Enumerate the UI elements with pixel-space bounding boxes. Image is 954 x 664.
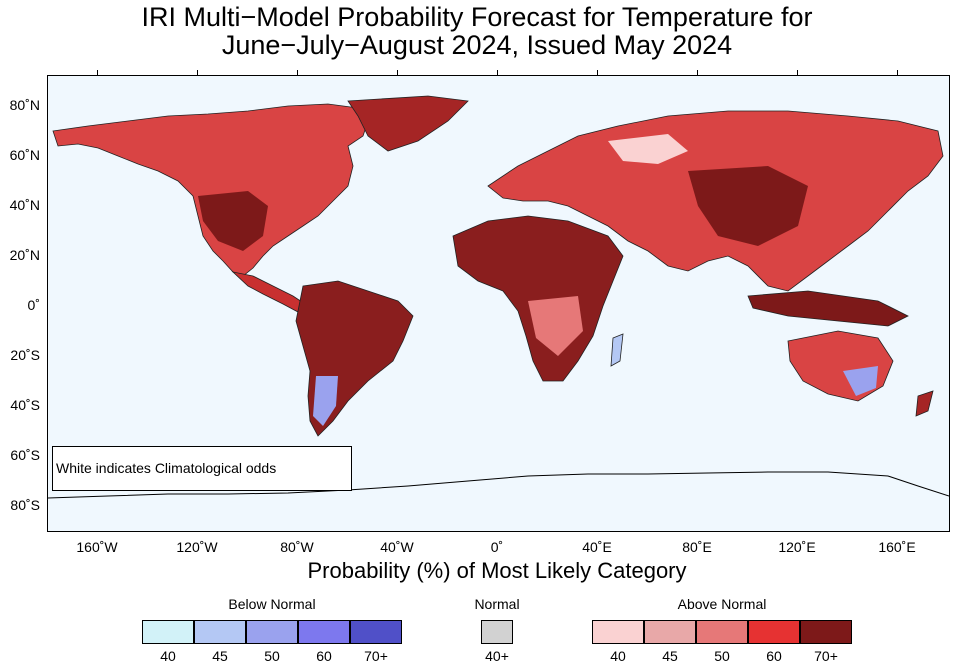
swatch-label-normal-40: 40+: [485, 648, 509, 664]
south-america-blue-south: [313, 376, 338, 426]
lon-label-40w: 40˚W: [380, 539, 414, 555]
lon-label-80e: 80˚E: [682, 539, 712, 555]
swatch-label-below-50: 50: [264, 648, 280, 664]
top-tick: [897, 70, 898, 75]
swatch-above-50: [696, 620, 748, 644]
swatch-normal-40: [481, 620, 513, 644]
lat-label-40n: 40˚N: [9, 197, 40, 213]
top-tick: [197, 70, 198, 75]
top-tick: [597, 70, 598, 75]
lon-label-40e: 40˚E: [582, 539, 612, 555]
forecast-map: [47, 75, 950, 532]
legend-normal-label: Normal: [474, 596, 520, 612]
lon-label-120w: 120˚W: [176, 539, 218, 555]
swatch-label-below-70: 70+: [364, 648, 388, 664]
lat-label-60n: 60˚N: [9, 147, 40, 163]
lon-label-160e: 160˚E: [878, 539, 916, 555]
swatch-label-below-40: 40: [160, 648, 176, 664]
north-america-dark-core: [198, 191, 268, 251]
new-zealand-landmass: [915, 390, 934, 417]
lon-label-0: 0˚: [490, 539, 504, 555]
swatch-label-below-60: 60: [316, 648, 332, 664]
top-tick: [97, 70, 98, 75]
swatch-below-40: [142, 620, 194, 644]
lat-label-0: 0˚: [27, 297, 40, 313]
climatology-note-box: White indicates Climatological odds: [52, 446, 352, 491]
swatch-below-45: [194, 620, 246, 644]
antarctica-coastline: [48, 471, 949, 499]
legend-below-normal-label: Below Normal: [228, 596, 316, 612]
swatch-above-70: [800, 620, 852, 644]
swatch-above-45: [644, 620, 696, 644]
swatch-label-below-45: 45: [212, 648, 228, 664]
australia-blue-southeast: [843, 366, 878, 396]
top-tick: [397, 70, 398, 75]
swatch-label-above-40: 40: [610, 648, 626, 664]
swatch-above-40: [592, 620, 644, 644]
lon-label-120e: 120˚E: [778, 539, 816, 555]
greenland-landmass: [347, 95, 469, 152]
lat-label-60s: 60˚S: [10, 447, 40, 463]
lon-label-160w: 160˚W: [76, 539, 118, 555]
maritime-continent-landmass: [747, 290, 909, 327]
lat-label-80s: 80˚S: [10, 497, 40, 513]
map-title-line-1: IRI Multi−Model Probability Forecast for…: [141, 2, 813, 32]
africa-central-lighter: [528, 296, 583, 356]
swatch-label-above-50: 50: [714, 648, 730, 664]
siberia-light-patch: [608, 134, 688, 164]
top-tick: [697, 70, 698, 75]
lat-label-80n: 80˚N: [9, 97, 40, 113]
swatch-below-50: [246, 620, 298, 644]
lat-label-20n: 20˚N: [9, 247, 40, 263]
world-map-graphic: [48, 95, 949, 499]
central-america-landmass: [231, 271, 309, 313]
lon-label-80w: 80˚W: [280, 539, 314, 555]
swatch-below-60: [298, 620, 350, 644]
africa-landmass: [452, 215, 624, 382]
top-tick: [297, 70, 298, 75]
lat-label-40s: 40˚S: [10, 397, 40, 413]
map-title-line-2: June−July−August 2024, Issued May 2024: [221, 30, 733, 60]
swatch-label-above-60: 60: [766, 648, 782, 664]
madagascar-landmass: [610, 333, 624, 367]
australia-landmass: [787, 330, 894, 402]
climatology-note: White indicates Climatological odds: [56, 460, 277, 476]
top-tick: [497, 70, 498, 75]
top-tick: [797, 70, 798, 75]
legend-caption: Probability (%) of Most Likely Category: [307, 558, 687, 583]
swatch-label-above-70: 70+: [814, 648, 838, 664]
swatch-above-60: [748, 620, 800, 644]
swatch-label-above-45: 45: [662, 648, 678, 664]
lat-label-20s: 20˚S: [10, 347, 40, 363]
north-america-landmass: [52, 103, 369, 277]
asia-dark-core: [688, 166, 808, 246]
legend-above-normal-label: Above Normal: [677, 596, 767, 612]
swatch-below-70: [350, 620, 402, 644]
